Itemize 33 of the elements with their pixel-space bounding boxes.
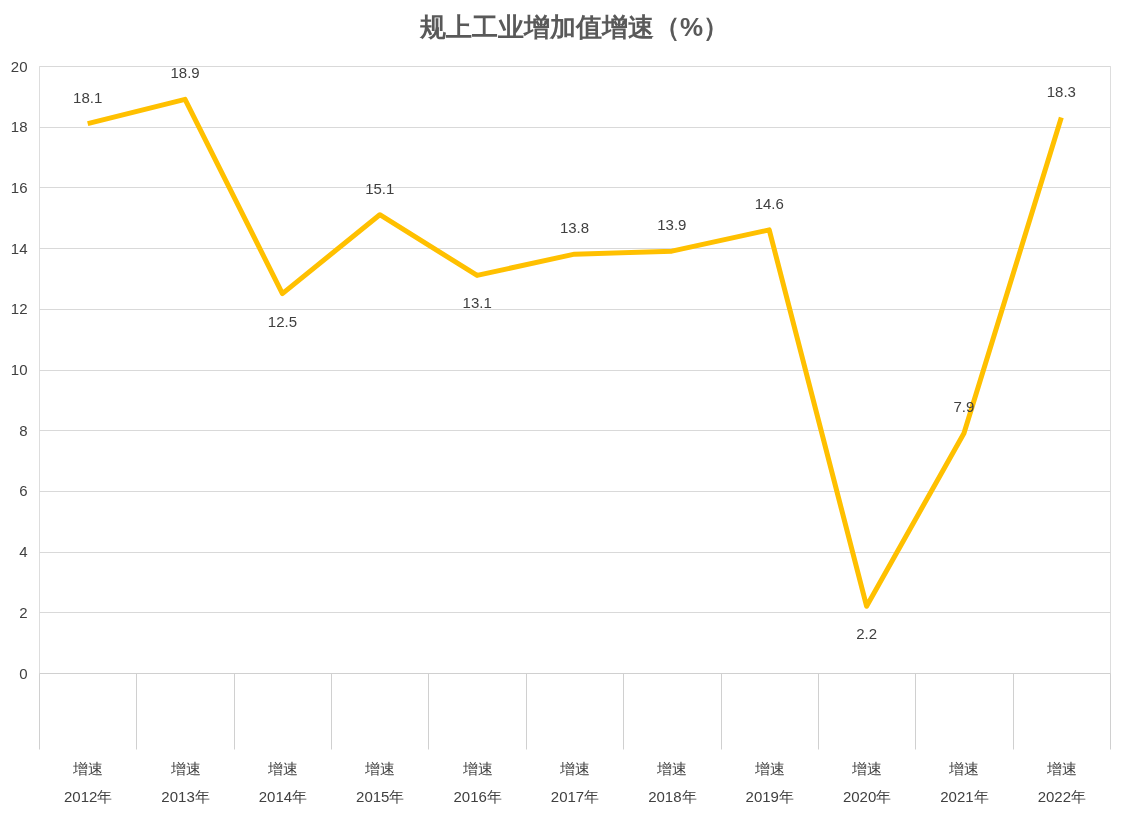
y-tick-label: 18	[10, 118, 28, 136]
y-tick-label: 4	[19, 543, 28, 561]
x-tick-label: 增速 2019年	[745, 759, 794, 805]
y-tick-label: 14	[10, 239, 28, 257]
data-label: 18.3	[1046, 82, 1076, 100]
x-tick-label: 增速 2012年	[63, 759, 113, 805]
data-label: 12.5	[267, 312, 298, 330]
y-tick-label: 12	[10, 300, 28, 318]
x-tick-label: 增速 2022年	[1037, 759, 1087, 805]
y-tick-label: 2	[19, 603, 28, 621]
y-tick-label: 10	[10, 361, 28, 378]
chart-title: 规上工业增加值增速（%）	[418, 12, 730, 42]
x-tick-label: 增速 2021年	[940, 759, 989, 805]
x-tick-label: 增速 2018年	[648, 759, 697, 805]
data-label: 18.1	[73, 88, 103, 106]
y-tick-label: 20	[10, 57, 28, 75]
x-tick-label: 增速 2016年	[453, 759, 502, 805]
data-label: 13.1	[462, 294, 492, 312]
y-tick-label: 16	[10, 178, 28, 196]
y-tick-label: 0	[19, 664, 28, 682]
data-label: 15.1	[365, 179, 395, 197]
data-label: 14.6	[754, 194, 784, 212]
x-tick-label: 增速 2017年	[550, 759, 600, 805]
x-tick-label: 增速 2013年	[161, 759, 210, 805]
x-tick-label: 增速 2015年	[356, 759, 405, 805]
data-label: 18.9	[170, 64, 200, 82]
data-label: 13.9	[657, 216, 687, 234]
x-tick-label: 增速 2014年	[258, 759, 308, 805]
x-tick-label: 增速 2020年	[842, 759, 892, 805]
data-label: 13.8	[559, 219, 590, 237]
data-label: 2.2	[856, 625, 878, 643]
y-tick-label: 8	[19, 421, 28, 439]
y-tick-label: 6	[19, 482, 28, 500]
